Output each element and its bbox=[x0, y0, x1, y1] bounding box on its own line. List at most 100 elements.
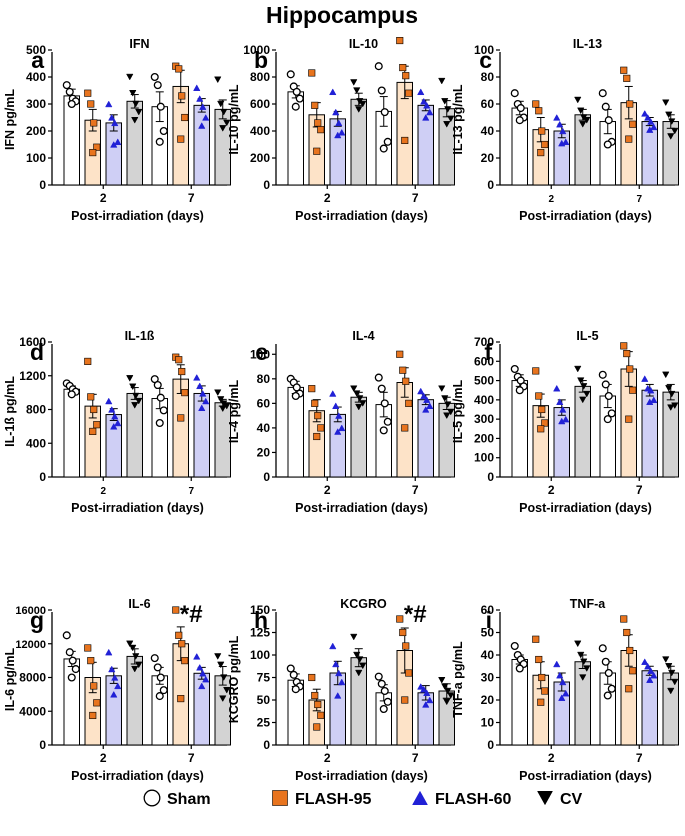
panel-letter: h bbox=[254, 607, 268, 633]
data-point bbox=[379, 704, 388, 714]
data-point bbox=[641, 110, 649, 117]
legend: Sham FLASH-95 FLASH-60 CV bbox=[143, 789, 583, 808]
data-point bbox=[603, 415, 612, 424]
panel-f: f IL-5 0 100 200 300 400 500 600 700 IL-5 pg/mL 2 7 P… bbox=[451, 329, 679, 515]
data-point bbox=[114, 682, 122, 690]
data-point bbox=[629, 667, 637, 675]
data-point bbox=[559, 406, 567, 413]
y-tick-label: 1000 bbox=[243, 43, 270, 57]
y-tick-label: 400 bbox=[250, 124, 270, 138]
data-point bbox=[126, 375, 134, 382]
data-point bbox=[647, 118, 655, 125]
data-point bbox=[420, 392, 428, 400]
y-tick-label: 0 bbox=[39, 178, 46, 192]
data-point bbox=[317, 424, 325, 432]
y-tick-label: 30 bbox=[481, 671, 495, 685]
y-tick-label: 50 bbox=[257, 693, 271, 707]
data-point bbox=[353, 390, 361, 397]
data-point bbox=[291, 685, 300, 694]
data-point bbox=[129, 383, 137, 391]
data-point bbox=[603, 140, 612, 149]
data-point bbox=[625, 415, 633, 423]
data-point bbox=[292, 383, 301, 392]
data-point bbox=[515, 664, 524, 673]
data-point bbox=[538, 673, 546, 682]
panel-title: IFN bbox=[129, 37, 149, 51]
x-tick-label: 2 bbox=[100, 191, 107, 205]
data-point bbox=[510, 89, 519, 98]
data-point bbox=[356, 656, 364, 663]
data-point bbox=[623, 74, 631, 82]
y-axis-label: IL-1ß pg/mL bbox=[3, 376, 17, 447]
panel-c: c IL-13 0 20 40 60 80 100 IL-13 pg/mL 2 7 Post-irra… bbox=[451, 37, 679, 223]
data-point bbox=[580, 383, 588, 390]
data-point bbox=[626, 100, 634, 108]
y-tick-label: 200 bbox=[474, 431, 494, 445]
data-point bbox=[332, 108, 340, 116]
data-point bbox=[93, 421, 101, 429]
y-tick-label: 80 bbox=[481, 70, 495, 84]
data-point bbox=[374, 373, 383, 382]
data-point bbox=[193, 652, 201, 660]
data-point bbox=[377, 86, 386, 95]
data-point bbox=[607, 409, 616, 418]
data-point bbox=[135, 397, 143, 405]
y-tick-label: 60 bbox=[481, 97, 495, 111]
data-point bbox=[447, 692, 455, 699]
bar bbox=[511, 380, 528, 478]
x-tick-label: 7 bbox=[412, 191, 419, 205]
data-point bbox=[314, 412, 322, 420]
data-point bbox=[334, 692, 342, 699]
y-tick-label: 40 bbox=[481, 124, 495, 138]
data-point bbox=[422, 701, 430, 708]
data-point bbox=[178, 640, 186, 648]
y-tick-label: 1200 bbox=[19, 369, 46, 383]
data-point bbox=[422, 114, 430, 121]
data-point bbox=[665, 385, 673, 392]
data-point bbox=[601, 657, 610, 666]
data-point bbox=[650, 123, 658, 131]
x-tick-label: 2 bbox=[548, 194, 554, 205]
data-point bbox=[671, 678, 679, 686]
panel-d: d IL-1ß 0 400 800 1200 1600 IL-1ß pg/mL 2 7 Post-i… bbox=[3, 329, 231, 515]
data-point bbox=[556, 671, 564, 679]
data-point bbox=[598, 644, 607, 653]
data-point bbox=[202, 675, 210, 683]
data-point bbox=[629, 120, 637, 128]
panel-e: e IL-4 0 20 40 60 80 100 IL-4 pg/mL 2 7 Post-irradi… bbox=[227, 329, 455, 515]
data-point bbox=[646, 398, 654, 405]
data-point bbox=[338, 678, 346, 686]
data-point bbox=[374, 62, 383, 71]
bar bbox=[553, 130, 570, 186]
data-point bbox=[196, 663, 204, 671]
data-point bbox=[311, 691, 319, 700]
data-point bbox=[601, 102, 610, 111]
data-point bbox=[131, 402, 139, 409]
data-point bbox=[399, 64, 407, 72]
data-point bbox=[623, 350, 631, 358]
y-tick-label: 1600 bbox=[19, 335, 46, 349]
data-point bbox=[558, 139, 566, 147]
data-point bbox=[350, 79, 358, 86]
data-point bbox=[132, 653, 140, 660]
data-point bbox=[620, 342, 628, 350]
panel-title: IL-4 bbox=[352, 329, 374, 343]
data-point bbox=[332, 402, 340, 409]
data-point bbox=[541, 687, 549, 695]
data-point bbox=[665, 111, 673, 119]
data-point bbox=[405, 89, 413, 97]
data-point bbox=[311, 399, 319, 407]
x-axis-label: Post-irradiation (days) bbox=[71, 501, 204, 515]
data-point bbox=[377, 679, 386, 688]
y-tick-label: 150 bbox=[250, 603, 270, 617]
panel-title: IL-10 bbox=[349, 37, 378, 51]
data-point bbox=[62, 81, 71, 90]
legend-label: FLASH-60 bbox=[435, 791, 512, 808]
data-point bbox=[426, 402, 434, 409]
data-point bbox=[399, 628, 407, 637]
data-point bbox=[556, 398, 564, 405]
x-tick-label: 2 bbox=[324, 191, 331, 205]
data-point bbox=[62, 631, 71, 640]
data-point bbox=[577, 651, 585, 659]
data-point bbox=[65, 87, 74, 96]
